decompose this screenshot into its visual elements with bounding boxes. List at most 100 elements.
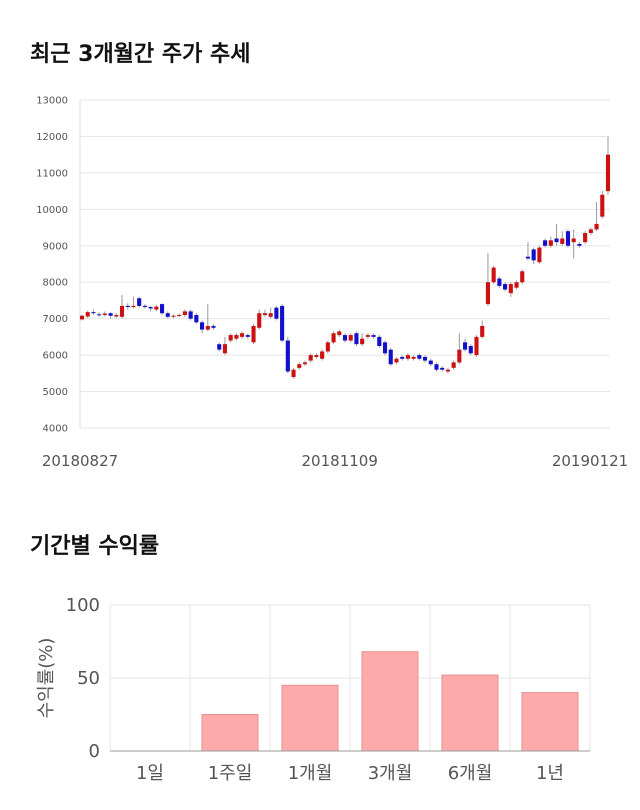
candle [417,353,422,361]
candle-body-down [97,314,102,316]
return-x-tick-label: 6개월 [448,763,493,784]
return-bar [361,651,419,752]
candle [228,333,233,343]
candle [583,231,588,244]
candle [125,303,130,310]
candle-body-up [85,312,90,317]
candle [377,335,382,348]
candle [240,331,245,339]
candle [291,367,296,379]
candle [605,136,611,195]
candle [262,309,268,317]
candle [297,362,302,370]
candle-body-up [240,333,245,337]
period-return-chart: 100 50 0 수익률(%) 1일 1주일 1개월 3개월 6개월 1년 [36,595,591,784]
candle [560,231,565,246]
candle-body-up [485,282,490,305]
candle [411,355,416,361]
candle-body-down [371,335,376,337]
candle-body-up [262,313,268,316]
candle-body-down [148,307,153,309]
candle [485,253,490,306]
candle-body-up [234,335,239,339]
candle [588,227,593,235]
candle-body-up [291,369,296,377]
candle-body-down [577,243,582,246]
candle-body-down [554,238,559,243]
candle-body-down [354,333,359,345]
candle-body-down [428,360,433,365]
candle [274,305,279,321]
candle [245,333,250,339]
period-return-title: 기간별 수익률 [30,534,160,559]
candle [537,245,542,264]
candle [137,296,142,308]
candle-body-down [165,313,170,317]
candle-body-up [365,335,370,337]
candle-body-up [251,325,256,343]
return-bar [281,684,339,752]
candle-body-up [594,223,599,230]
price-trend-title: 최근 3개월간 주가 추세 [30,42,251,67]
candle [497,276,502,288]
candle-body-up [520,271,525,283]
candle [491,265,496,285]
price-y-tick-label: 13000 [36,96,68,107]
price-y-tick-label: 10000 [36,205,68,216]
candle [354,331,359,346]
candle-body-down [565,231,571,246]
candle-body-up [571,238,576,243]
candle [194,313,199,325]
candle [571,229,576,259]
candle [119,294,125,319]
candle [428,358,433,367]
candle [308,353,313,363]
candle-body-down [543,240,548,246]
candle [371,333,376,339]
return-bar [441,674,499,752]
candle-body-up [154,306,159,310]
candle [434,362,439,372]
candle [503,282,508,292]
candle-body-up [548,240,553,246]
candle [257,309,262,330]
candle-body-down [188,311,193,319]
candle-body-up [348,335,353,341]
return-x-tick-label: 1주일 [208,763,253,784]
candle [577,242,582,248]
candle-body-up [114,315,119,317]
candle-body-down [434,364,439,370]
candle-body-down [503,284,508,290]
candle [131,296,136,309]
candle-body-up [588,229,593,234]
candle-body-up [320,351,325,359]
return-y-tick-label: 0 [89,741,100,762]
candle [154,304,159,312]
candle-body-up [308,355,313,361]
candle-body-down [531,249,536,261]
candle [285,336,290,374]
candle-body-down [440,367,445,370]
candle [508,282,513,297]
candle [222,336,227,356]
candle [91,309,96,316]
candle-body-up [474,336,479,356]
candle-body-up [331,333,336,343]
candle [554,223,559,246]
candle-body-down [142,305,147,308]
candle-body-up [394,358,399,363]
candle [325,340,330,354]
price-grid [80,99,610,429]
candle-body-up [131,305,136,308]
candle [165,311,170,319]
candle [79,315,85,321]
candle [177,313,182,318]
price-x-date-label: 20180827 [42,452,118,470]
candle-body-up [605,154,611,192]
candle [394,356,399,365]
candle-body-up [451,362,456,368]
candle [480,320,485,339]
candle-body-down [417,355,422,359]
candle [200,320,205,334]
candle [102,311,107,317]
